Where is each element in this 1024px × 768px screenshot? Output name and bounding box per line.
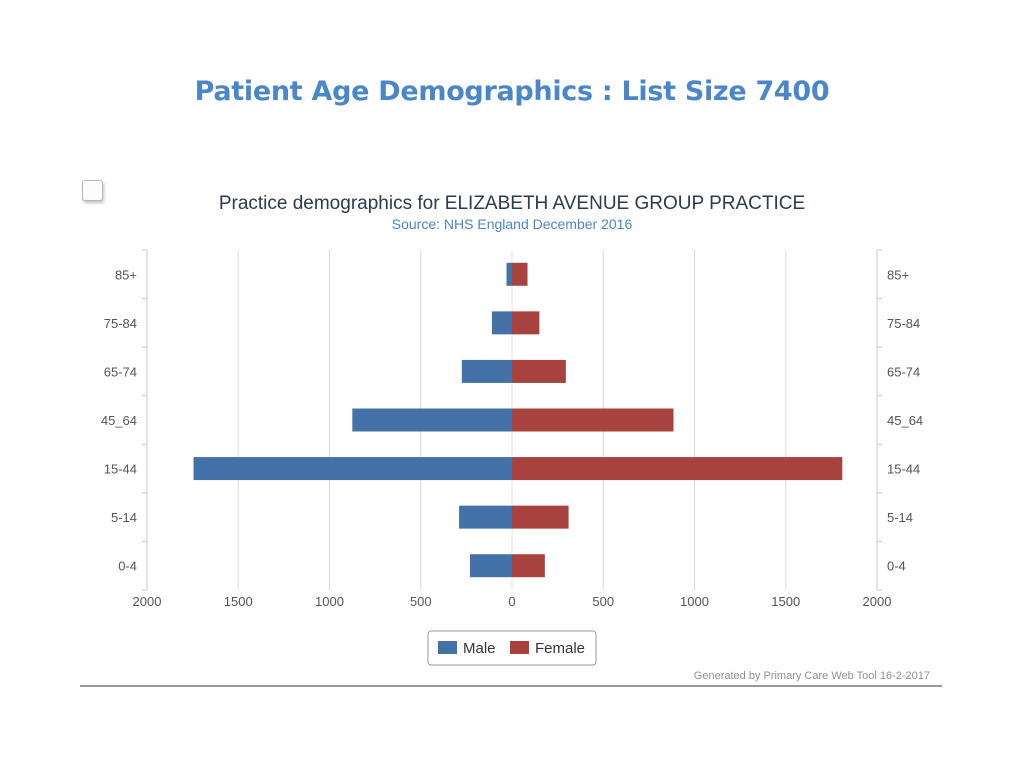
x-tick-label: 1500 — [771, 594, 800, 609]
bar-male[interactable] — [506, 262, 512, 286]
y-tick-label-right: 65-74 — [887, 364, 920, 379]
y-tick-label-right: 45_64 — [887, 413, 923, 428]
bar-male[interactable] — [459, 505, 512, 529]
x-tick-label: 500 — [410, 594, 432, 609]
x-tick-label: 1000 — [315, 594, 344, 609]
bar-female[interactable] — [512, 311, 540, 335]
x-tick-label: 1000 — [680, 594, 709, 609]
bar-female[interactable] — [512, 505, 569, 529]
bar-male[interactable] — [193, 457, 512, 481]
bar-female[interactable] — [512, 262, 528, 286]
y-tick-label-left: 45_64 — [101, 413, 137, 428]
bar-female[interactable] — [512, 554, 545, 578]
bar-female[interactable] — [512, 457, 843, 481]
x-tick-label: 2000 — [133, 594, 162, 609]
slide-title: Patient Age Demographics : List Size 740… — [194, 76, 830, 107]
select-checkbox[interactable] — [82, 180, 103, 201]
y-tick-label-right: 0-4 — [887, 559, 906, 574]
legend-label-male[interactable]: Male — [463, 640, 496, 657]
legend-swatch-male — [438, 641, 457, 654]
y-tick-label-left: 5-14 — [111, 510, 137, 525]
legend-label-female[interactable]: Female — [535, 640, 585, 657]
chart-subtitle: Source: NHS England December 2016 — [392, 216, 633, 232]
y-tick-label-left: 15-44 — [104, 462, 137, 477]
chart-title: Practice demographics for ELIZABETH AVEN… — [219, 193, 805, 214]
y-tick-label-left: 85+ — [115, 267, 137, 282]
y-tick-label-left: 65-74 — [104, 364, 137, 379]
chart-footnote: Generated by Primary Care Web Tool 16-2-… — [694, 670, 930, 682]
y-tick-label-left: 75-84 — [104, 316, 137, 331]
bar-male[interactable] — [461, 359, 512, 383]
y-tick-label-right: 85+ — [887, 267, 909, 282]
legend-swatch-female — [510, 641, 529, 654]
x-tick-label: 500 — [592, 594, 614, 609]
y-tick-label-right: 5-14 — [887, 510, 913, 525]
bar-male[interactable] — [491, 311, 512, 335]
bars — [193, 262, 843, 578]
y-tick-label-left: 0-4 — [118, 559, 137, 574]
x-tick-label: 0 — [508, 594, 515, 609]
x-tick-label: 1500 — [224, 594, 253, 609]
y-tick-label-right: 15-44 — [887, 462, 920, 477]
legend[interactable]: Male Female — [427, 630, 597, 666]
bar-male[interactable] — [470, 554, 512, 578]
bar-female[interactable] — [512, 359, 566, 383]
y-tick-label-right: 75-84 — [887, 316, 920, 331]
bar-female[interactable] — [512, 408, 674, 432]
x-tick-label: 2000 — [863, 594, 892, 609]
bar-male[interactable] — [352, 408, 512, 432]
axes: 2000 1500 1000 500 0 500 1000 1500 2000 85+ 85+ 75-… — [101, 249, 923, 609]
